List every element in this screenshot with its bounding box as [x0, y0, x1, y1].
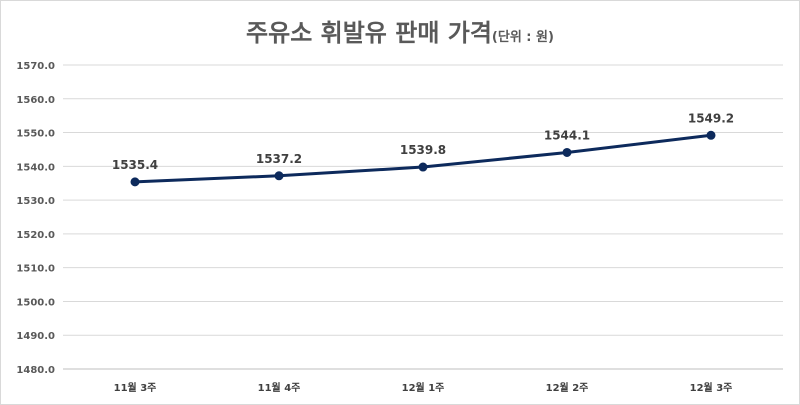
grid-layer — [63, 64, 783, 370]
data-point — [130, 177, 140, 187]
chart-title-main: 주유소 휘발유 판매 가격 — [246, 19, 492, 47]
y-tick-label: 1570.0 — [16, 61, 55, 72]
x-category-label: 12월 3주 — [690, 382, 733, 394]
y-tick-label: 1520.0 — [16, 230, 55, 241]
data-point — [562, 147, 572, 157]
data-label: 1549.2 — [688, 111, 734, 125]
data-point — [274, 171, 284, 181]
x-axis-categories: 11월 3주 11월 4주 12월 1주 12월 2주 12월 3주 — [114, 382, 733, 394]
x-category-label: 11월 3주 — [114, 382, 157, 394]
data-point — [418, 162, 428, 172]
y-tick-label: 1480.0 — [16, 365, 55, 376]
chart-title: 주유소 휘발유 판매 가격(단위 : 원) — [246, 19, 554, 47]
x-category-label: 12월 2주 — [546, 382, 589, 394]
y-tick-label: 1510.0 — [16, 264, 55, 275]
y-tick-label: 1550.0 — [16, 129, 55, 140]
y-tick-label: 1500.0 — [16, 297, 55, 308]
chart-title-unit: (단위 : 원) — [492, 29, 554, 45]
data-label: 1544.1 — [544, 128, 590, 142]
data-label: 1537.2 — [256, 152, 302, 166]
data-labels: 1535.4 1537.2 1539.8 1544.1 1549.2 — [112, 111, 734, 172]
x-category-label: 12월 1주 — [402, 382, 445, 394]
y-tick-label: 1530.0 — [16, 196, 55, 207]
y-tick-label: 1540.0 — [16, 162, 55, 173]
data-label: 1535.4 — [112, 158, 158, 172]
series-layer — [130, 130, 716, 187]
x-category-label: 11월 4주 — [258, 382, 301, 394]
data-point — [706, 130, 716, 140]
y-axis-ticks: 1480.0 1490.0 1500.0 1510.0 1520.0 1530.0 1540… — [16, 61, 55, 376]
data-label: 1539.8 — [400, 143, 446, 157]
y-tick-label: 1490.0 — [16, 331, 55, 342]
y-tick-label: 1560.0 — [16, 95, 55, 106]
